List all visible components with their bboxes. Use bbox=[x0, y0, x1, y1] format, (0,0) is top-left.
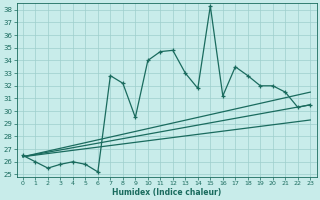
X-axis label: Humidex (Indice chaleur): Humidex (Indice chaleur) bbox=[112, 188, 221, 197]
